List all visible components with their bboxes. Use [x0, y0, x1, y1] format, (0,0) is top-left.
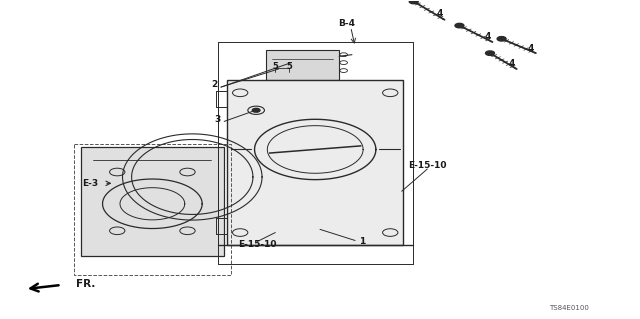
Text: E-15-10: E-15-10	[408, 161, 447, 170]
Text: 4: 4	[436, 9, 443, 18]
Bar	[74, 144, 230, 275]
Bar	[266, 50, 339, 80]
Text: TS84E0100: TS84E0100	[549, 305, 589, 311]
Text: 4: 4	[527, 44, 534, 53]
Circle shape	[486, 51, 495, 56]
Text: 1: 1	[359, 237, 365, 246]
Circle shape	[455, 23, 464, 28]
Text: 2: 2	[211, 80, 217, 89]
Text: E-3: E-3	[82, 179, 98, 188]
Bar	[227, 80, 403, 245]
Text: 4: 4	[484, 32, 490, 41]
Text: B-4: B-4	[339, 19, 355, 28]
Text: 3: 3	[214, 115, 220, 124]
Text: 5: 5	[273, 62, 278, 71]
Circle shape	[497, 37, 506, 41]
Bar	[81, 147, 224, 256]
Text: FR.: FR.	[76, 279, 95, 289]
Circle shape	[252, 108, 260, 112]
Text: E-15-10: E-15-10	[238, 240, 276, 249]
Circle shape	[409, 0, 418, 4]
Text: 5: 5	[287, 62, 292, 71]
Text: 4: 4	[508, 59, 515, 68]
